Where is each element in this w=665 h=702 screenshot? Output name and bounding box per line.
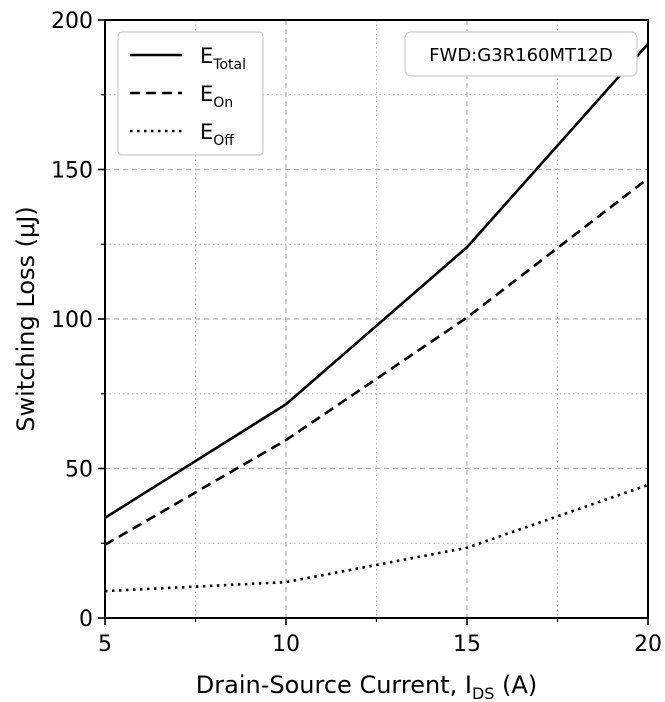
y-ticks: 0 50 100 150 200 <box>51 9 105 632</box>
x-tick-label: 15 <box>453 632 481 657</box>
x-axis-label-unit: (A) <box>494 671 537 699</box>
series-line-off <box>104 483 649 593</box>
y-tick-label: 200 <box>51 9 93 34</box>
y-tick-label: 0 <box>79 607 93 632</box>
series-line-total <box>104 43 649 519</box>
y-tick-label: 100 <box>51 308 93 333</box>
legend-label: ETotal <box>200 44 246 73</box>
y-tick-label: 50 <box>65 458 93 483</box>
annotation-box: FWD:G3R160MT12D <box>404 31 638 77</box>
x-ticks: 5 10 15 20 <box>98 618 662 657</box>
x-tick-label: 10 <box>272 632 300 657</box>
legend-label: EOn <box>200 82 233 111</box>
x-tick-label: 20 <box>634 632 662 657</box>
y-tick-label: 150 <box>51 159 93 184</box>
y-axis-label: Switching Loss (μJ) <box>12 206 40 431</box>
x-axis-label-main: Drain-Source Current, I <box>196 671 472 699</box>
grid <box>105 20 648 618</box>
annotation-frame <box>404 31 638 77</box>
legend-box <box>117 31 264 156</box>
series-lines <box>104 43 649 593</box>
x-tick-label: 5 <box>98 632 112 657</box>
series-line-on <box>104 177 649 546</box>
x-axis-label: Drain-Source Current, IDS (A) <box>196 671 537 702</box>
legend: ETotal EOn EOff <box>117 31 264 156</box>
x-axis-label-subscript: DS <box>472 684 494 702</box>
annotation-label: FWD:G3R160MT12D <box>429 45 613 66</box>
legend-label: EOff <box>200 120 234 149</box>
